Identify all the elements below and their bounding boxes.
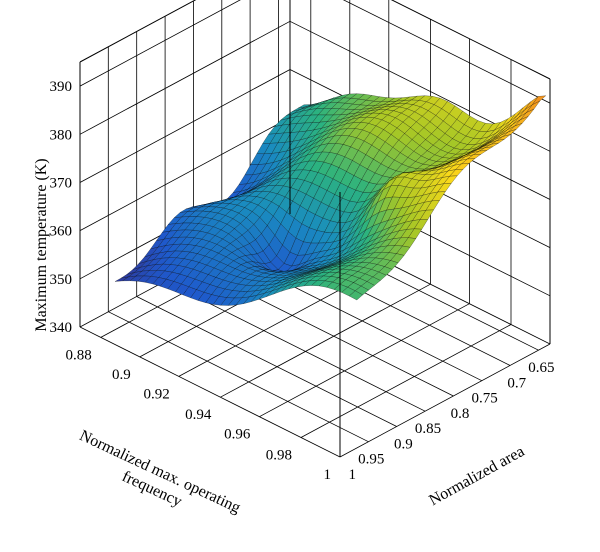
z-tick-label: 360 (50, 224, 73, 240)
y-tick-labels: 10.95 0.90.85 0.80.75 0.70.65 (349, 360, 555, 483)
y-tick-label: 0.9 (394, 437, 413, 453)
surface-plot (114, 93, 547, 306)
z-tick-label: 390 (50, 79, 73, 95)
x-tick-labels: 0.88 0.9 0.92 0.94 0.96 0.98 1 (66, 347, 331, 483)
x-tick-label: 0.98 (266, 448, 292, 464)
x-axis-title: Normalized max. operatingfrequency (69, 427, 243, 534)
x-tick-label: 1 (324, 467, 332, 483)
x-tick-label: 0.92 (144, 386, 170, 402)
axes-box (79, 0, 551, 457)
z-tick-label: 370 (50, 176, 73, 192)
z-tick-label: 340 (50, 320, 73, 336)
y-tick-label: 0.95 (358, 452, 384, 468)
x-tick-label: 0.88 (66, 347, 92, 363)
y-tick-label: 0.85 (415, 421, 441, 437)
z-tick-labels: 340 350 360 370 380 390 (50, 79, 73, 336)
x-tick-label: 0.94 (185, 407, 212, 423)
y-tick-label: 0.65 (528, 360, 554, 376)
z-tick-label: 380 (50, 127, 73, 143)
z-tick-label: 350 (50, 272, 73, 288)
surface-face (348, 290, 364, 301)
y-tick-label: 1 (349, 467, 357, 483)
y-tick-label: 0.7 (507, 376, 526, 392)
x-tick-label: 0.96 (224, 427, 251, 443)
y-tick-label: 0.8 (451, 406, 470, 422)
x-tick-label: 0.9 (112, 367, 131, 383)
y-axis-title: Normalized area (426, 443, 527, 509)
y-tick-label: 0.75 (472, 391, 498, 407)
z-axis-title: Maximum temperature (K) (33, 158, 50, 331)
